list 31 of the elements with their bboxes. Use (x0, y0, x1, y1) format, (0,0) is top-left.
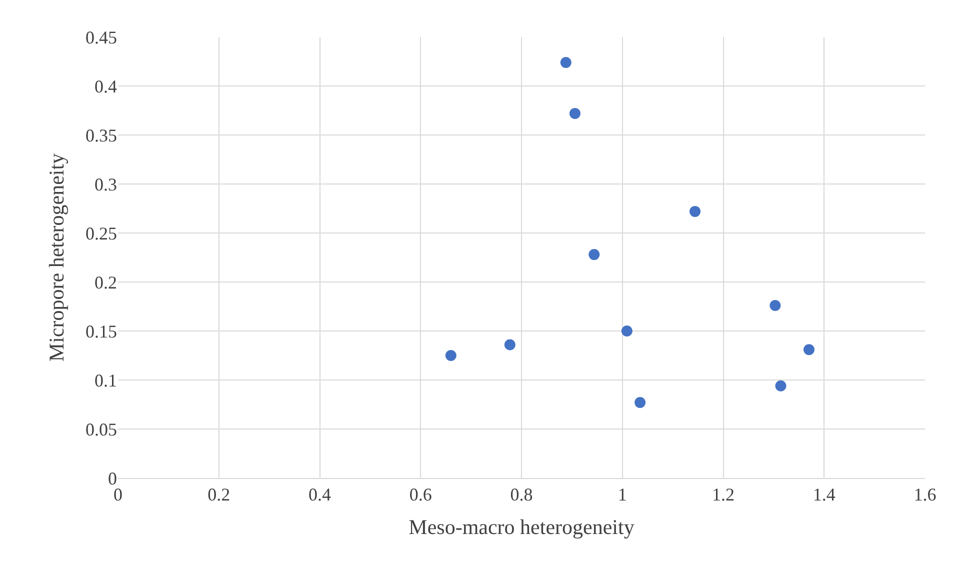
x-tick-label: 0.4 (308, 484, 331, 505)
y-tick-label: 0.05 (86, 419, 117, 440)
x-axis-title: Meso-macro heterogeneity (408, 514, 635, 539)
point (803, 344, 814, 356)
point (634, 397, 646, 408)
x-tick-label: 0.8 (510, 484, 533, 505)
y-tick-label: 0.1 (94, 370, 117, 390)
y-tick-label: 0.15 (86, 321, 117, 342)
y-tick-label: 0.3 (94, 174, 117, 194)
y-tick-label: 0 (108, 468, 117, 488)
point (621, 326, 632, 336)
x-tick-label: 1.4 (812, 484, 836, 505)
x-tick-label: 1.2 (712, 484, 734, 505)
point (690, 206, 701, 217)
point (560, 56, 572, 68)
y-tick-label: 0.2 (94, 272, 117, 292)
x-tick-label: 0.6 (409, 484, 432, 505)
x-tick-label: 1 (618, 484, 627, 505)
y-tick-label: 0.35 (86, 125, 117, 146)
point (504, 339, 516, 350)
y-tick-label: 0.25 (86, 223, 117, 244)
point (569, 108, 580, 119)
point (770, 300, 781, 312)
x-tick-label: 0.2 (208, 484, 230, 505)
point (445, 350, 456, 361)
x-tick-label: 1.6 (914, 484, 936, 505)
point (775, 380, 786, 392)
y-tick-label: 0.45 (86, 27, 117, 48)
point (588, 249, 600, 260)
y-tick-label: 0.4 (94, 76, 117, 96)
y-axis-title: Micropore heterogeneity (44, 152, 69, 362)
